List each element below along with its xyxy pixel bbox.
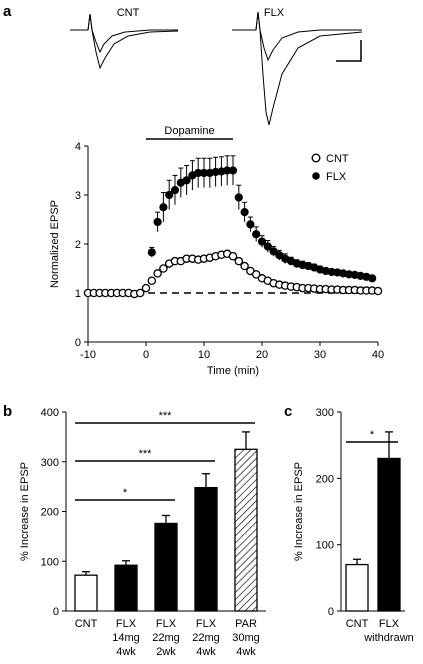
x-tick-label: 40 (372, 349, 384, 361)
flx-data-point (147, 248, 156, 257)
dopamine-label: Dopamine (164, 125, 214, 137)
category-label: 2wk (156, 646, 176, 658)
y-tick-label: 100 (41, 556, 59, 568)
category-label: withdrawn (363, 632, 414, 644)
bar (114, 564, 138, 612)
legend-label-cnt: CNT (326, 153, 349, 165)
category-label: CNT (346, 618, 369, 630)
panel-c-letter: c (284, 403, 292, 420)
y-tick-label: 1 (75, 288, 81, 300)
cnt-data-point (135, 288, 145, 298)
bar (154, 522, 178, 612)
bar (377, 457, 401, 612)
y-tick-label: 400 (41, 407, 59, 419)
legend-marker-cnt (311, 153, 321, 163)
flx-data-point (252, 230, 261, 239)
category-label: 4wk (196, 646, 216, 658)
category-label: 22mg (152, 632, 180, 644)
x-tick-label: 30 (314, 349, 326, 361)
panel-b-bar-chart: 0 100 200 300 400 % Increase in EPSP CNT FLX 14m… (19, 407, 266, 658)
y-axis-label: Normalized EPSP (49, 200, 61, 288)
scale-bar (336, 40, 362, 62)
category-label: 14mg (112, 632, 140, 644)
y-tick-label: 200 (316, 473, 334, 485)
legend-marker-flx (312, 172, 320, 180)
category-label: PAR (235, 618, 257, 630)
y-tick-label: 300 (41, 457, 59, 469)
category-label: 30mg (232, 632, 260, 644)
flx-data-point (182, 176, 191, 185)
y-tick-label: 0 (328, 606, 334, 618)
significance-marker: * (370, 429, 375, 441)
category-label: 22mg (192, 632, 220, 644)
x-tick-label: 20 (256, 349, 268, 361)
category-label: FLX (379, 618, 400, 630)
significance-marker: * (123, 487, 128, 499)
bar (345, 563, 369, 612)
cnt-data-point (147, 276, 157, 285)
flx-data-point (269, 247, 278, 256)
flx-data-point (165, 190, 174, 200)
bar (74, 574, 98, 612)
cnt-data-point (159, 264, 168, 273)
y-tick-label: 4 (75, 141, 81, 153)
bar (234, 448, 258, 612)
x-tick-label: 10 (198, 349, 210, 361)
y-tick-label: 3 (75, 190, 81, 202)
cnt-trace-baseline (70, 13, 178, 54)
bar (194, 486, 218, 612)
cnt-data-point (373, 286, 383, 296)
cnt-data-point (153, 269, 162, 278)
flx-data-point (368, 274, 377, 283)
trace-label-cnt: CNT (117, 7, 140, 19)
cnt-data-point (141, 283, 151, 293)
flx-trace-baseline (232, 11, 362, 62)
flx-data-point (159, 203, 168, 212)
flx-data-point (153, 217, 162, 227)
category-label: FLX (156, 618, 177, 630)
x-axis-label: Time (min) (207, 365, 259, 377)
x-tick-label: -10 (80, 349, 96, 361)
panel-b-letter: b (3, 403, 12, 420)
trace-label-flx: FLX (264, 7, 285, 19)
category-label: FLX (116, 618, 137, 630)
flx-trace-dopamine (232, 11, 363, 126)
y-axis-label: % Increase in EPSP (19, 462, 31, 561)
y-tick-label: 2 (75, 239, 81, 251)
flx-data-point (234, 193, 243, 202)
y-tick-label: 100 (316, 540, 334, 552)
y-axis-label: % Increase in EPSP (293, 462, 305, 561)
significance-marker: *** (159, 410, 173, 422)
panel-c-bar-chart: 0 100 200 300 % Increase in EPSP CNT FLX withdr… (293, 407, 414, 644)
category-label: FLX (196, 618, 217, 630)
category-label: CNT (75, 618, 98, 630)
category-label: 4wk (236, 646, 256, 658)
x-tick-label: 0 (143, 349, 149, 361)
flx-data-point (246, 220, 255, 229)
cnt-data-point (234, 256, 244, 266)
cnt-data-point (240, 261, 249, 271)
category-label: 4wk (116, 646, 136, 658)
cnt-data-point (251, 270, 261, 279)
epsp-traces-inset: CNT FLX (70, 7, 363, 126)
flx-data-point (170, 186, 180, 195)
y-tick-label: 0 (75, 337, 81, 349)
cnt-data-point (228, 251, 238, 261)
legend-label-flx: FLX (326, 171, 347, 183)
flx-data-point (240, 208, 249, 217)
panel-a-letter: a (3, 3, 12, 20)
cnt-trace-dopamine (70, 13, 179, 70)
y-tick-label: 0 (53, 606, 59, 618)
flx-data-point (228, 166, 238, 175)
significance-marker: *** (139, 448, 153, 460)
flx-data-point (257, 237, 267, 246)
y-tick-label: 200 (41, 507, 59, 519)
y-tick-label: 300 (316, 407, 334, 419)
